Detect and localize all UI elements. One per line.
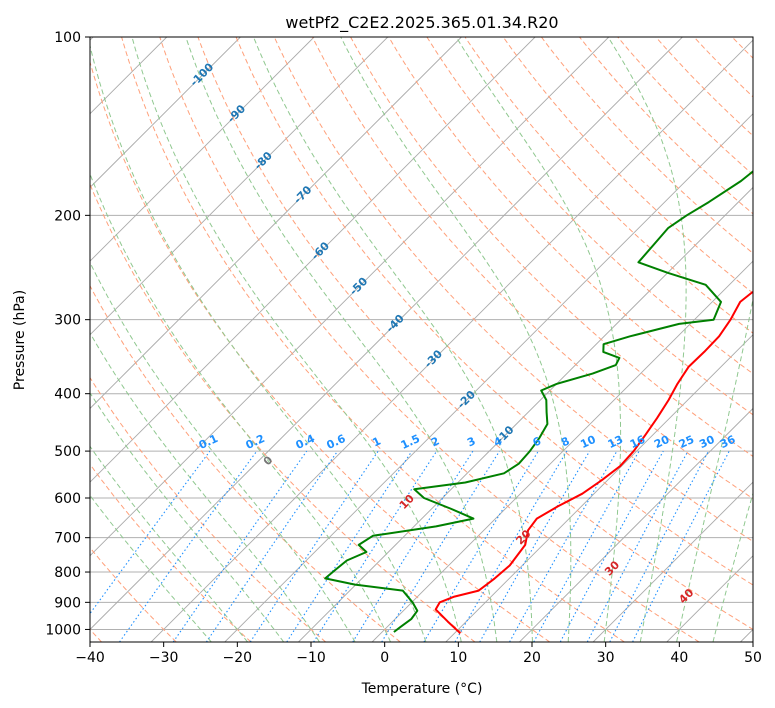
dry-adiabat-line — [90, 546, 177, 642]
profiles — [324, 170, 753, 635]
y-tick-label: 300 — [54, 313, 81, 329]
moist-adiabat-line — [712, 491, 753, 642]
isotherm-line — [519, 407, 753, 642]
mixing-ratio-line — [381, 450, 500, 642]
isotherm-line — [90, 37, 536, 483]
moist-adiabat-line — [607, 37, 687, 642]
axes: −40 −30 −20 −10 0 10 20 30 40 50 1000 900 800 700 600 5… — [45, 30, 762, 666]
mixing-ratio-line — [119, 450, 258, 642]
dry-adiabat-line — [90, 183, 476, 642]
dry-adiabat-line — [90, 463, 252, 642]
mixing-ratio-line — [632, 450, 730, 642]
mixing-ratio-line — [286, 450, 413, 642]
dry-adiabat-line — [197, 37, 753, 630]
mixing-ratio-line — [509, 450, 618, 642]
moist-adiabat-line — [185, 37, 498, 642]
dry-adiabat-line — [90, 60, 551, 642]
moist-adiabat-line — [90, 331, 320, 642]
y-tick-label: 800 — [54, 565, 81, 581]
x-tick-label: 10 — [449, 650, 467, 666]
mixing-ratio-line — [533, 450, 640, 642]
x-tick-label: 0 — [380, 650, 389, 666]
plot-frame — [89, 36, 754, 643]
moist-adiabat-line — [253, 37, 533, 642]
mixing-ratio-line — [249, 450, 379, 642]
isotherm-line — [90, 37, 315, 262]
moist-adiabat-line — [90, 172, 392, 642]
mixing-ratio-label: 25 — [677, 433, 696, 451]
moist-adiabat-line — [340, 37, 572, 642]
mixing-ratio-label: 13 — [606, 433, 625, 451]
y-tick-label: 100 — [54, 30, 81, 46]
y-tick-label: 700 — [54, 531, 81, 547]
moist-adiabat-line — [676, 296, 753, 642]
mixing-ratio-line — [205, 450, 338, 642]
mixing-ratio-label: 30 — [697, 433, 717, 451]
isotherm-line — [90, 37, 462, 410]
dry-adiabat-line — [121, 37, 625, 642]
y-tick-label: 200 — [54, 208, 81, 224]
x-tick-label: −30 — [149, 650, 179, 666]
x-tick-label: 40 — [670, 650, 688, 666]
isotherm-line — [90, 37, 389, 336]
moist-adiabat-line — [90, 445, 248, 642]
dry-adiabat-line — [235, 37, 753, 586]
x-tick-label: 50 — [744, 650, 762, 666]
isotherm-line — [90, 37, 610, 557]
x-tick-label: −20 — [223, 650, 253, 666]
mixing-ratio-label: 36 — [718, 433, 738, 451]
dry-adiabat-line — [502, 37, 753, 294]
isotherm-line — [90, 37, 683, 631]
moist-adiabat-line — [90, 261, 356, 642]
moist-adiabat-line — [90, 43, 427, 642]
dry-adiabat-line — [90, 284, 401, 642]
y-tick-label: 1000 — [45, 622, 81, 638]
temperature-profile-line — [434, 290, 753, 635]
dry-adiabat-line — [426, 37, 753, 375]
dry-adiabat-line — [311, 37, 753, 500]
isotherm-line — [371, 260, 753, 642]
mixing-ratio-line — [313, 450, 438, 642]
mixing-ratio-label: 10 — [578, 433, 598, 451]
x-tick-label: 30 — [597, 650, 615, 666]
moist-adiabat-line — [131, 37, 462, 642]
mixing-ratio-line — [172, 450, 308, 642]
isotherm-line — [90, 37, 241, 189]
dry-adiabat-line — [159, 37, 700, 642]
mixing-ratio-line — [559, 450, 664, 642]
chart-title: wetPf2_C2E2.2025.365.01.34.R20 — [285, 13, 558, 33]
x-tick-label: −40 — [75, 650, 105, 666]
isotherm-line — [445, 334, 753, 642]
dry-adiabat-line — [388, 37, 753, 416]
background-lines — [90, 37, 753, 642]
dewpoint-profile-line — [324, 170, 753, 633]
mixing-ratio-label: 16 — [628, 433, 648, 451]
dry-adiabat-line — [90, 376, 327, 642]
mixing-ratio-line — [90, 450, 211, 615]
y-tick-label: 600 — [54, 491, 81, 507]
mixing-ratio-label: 20 — [652, 433, 672, 451]
y-axis-label: Pressure (hPa) — [12, 290, 28, 390]
y-tick-label: 900 — [54, 595, 81, 611]
x-tick-label: −10 — [296, 650, 326, 666]
isotherm-line — [224, 113, 753, 642]
x-tick-label: 20 — [523, 650, 541, 666]
y-tick-label: 500 — [54, 444, 81, 460]
isotherm-line — [592, 481, 753, 642]
x-axis-label: Temperature (°C) — [361, 681, 483, 697]
y-tick-label: 400 — [54, 387, 81, 403]
isotherm-line — [150, 39, 753, 642]
